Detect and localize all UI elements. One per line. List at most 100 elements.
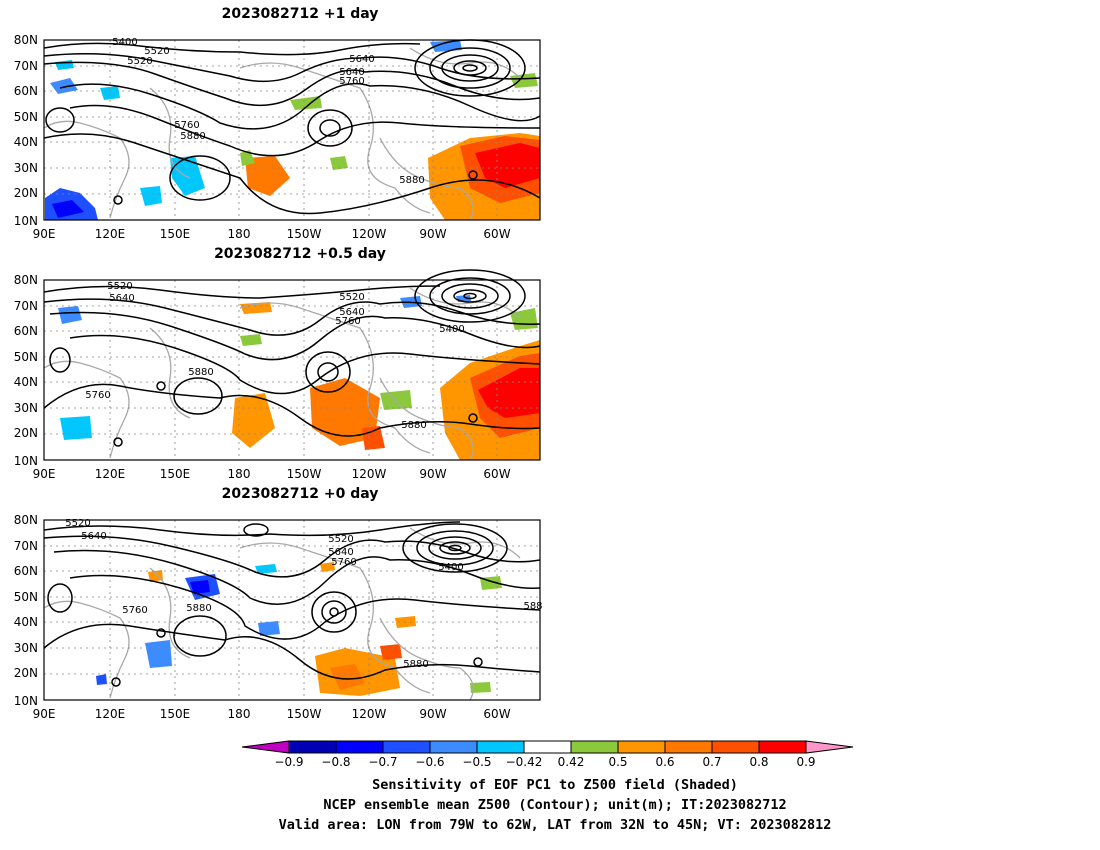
lon-label-90w: 90W bbox=[419, 707, 446, 721]
contour-labels: 5400 5520 5640 5520 5640 5760 5760 5880 … bbox=[112, 37, 424, 186]
map-panel-2: 80N 70N 60N 50N 40N 30N 20N 10N 90E 120E… bbox=[14, 269, 541, 481]
lon-tick-labels: 90E 120E 150E 180 150W 120W 90W 60W bbox=[33, 467, 511, 481]
contour-label: 5520 bbox=[107, 281, 132, 292]
lon-label-60w: 60W bbox=[483, 467, 510, 481]
lon-label-150e: 150E bbox=[160, 467, 191, 481]
lon-label-150e: 150E bbox=[160, 227, 191, 241]
coastlines bbox=[43, 527, 521, 701]
lat-label-10n: 10N bbox=[14, 214, 38, 228]
contour-label: 5640 bbox=[109, 293, 134, 304]
colorbar-swatch bbox=[476, 740, 525, 754]
lat-label-50n: 50N bbox=[14, 350, 38, 364]
colorbar-swatch bbox=[382, 740, 431, 754]
colorbar-swatch bbox=[288, 740, 337, 754]
lat-tick-labels: 80N 70N 60N 50N 40N 30N 20N 10N bbox=[14, 273, 38, 468]
contour-label: 5520 bbox=[127, 56, 152, 67]
map-frame bbox=[43, 279, 541, 461]
lon-tick-labels: 90E 120E 150E 180 150W 120W 90W 60W bbox=[33, 707, 511, 721]
lon-label-90e: 90E bbox=[33, 467, 56, 481]
lat-label-80n: 80N bbox=[14, 33, 38, 47]
shading-positive bbox=[240, 73, 540, 220]
colorbar-tick-label: 0.6 bbox=[655, 755, 674, 769]
lat-label-40n: 40N bbox=[14, 135, 38, 149]
contour-label: 5640 bbox=[339, 67, 364, 78]
contour-label: 5760 bbox=[122, 605, 147, 616]
lat-label-10n: 10N bbox=[14, 694, 38, 708]
contour-label: 5520 bbox=[339, 292, 364, 303]
colorbar-segments bbox=[241, 740, 854, 754]
colorbar-tick-label: −0.7 bbox=[368, 755, 397, 769]
lon-label-90e: 90E bbox=[33, 707, 56, 721]
colorbar-swatch bbox=[664, 740, 713, 754]
lat-label-30n: 30N bbox=[14, 401, 38, 415]
lon-label-180: 180 bbox=[228, 707, 251, 721]
colorbar-tick-label: −0.42 bbox=[506, 755, 543, 769]
lon-label-60w: 60W bbox=[483, 707, 510, 721]
lat-label-80n: 80N bbox=[14, 273, 38, 287]
caption-line-2: NCEP ensemble mean Z500 (Contour); unit(… bbox=[323, 797, 787, 813]
lat-label-60n: 60N bbox=[14, 84, 38, 98]
contour-label: 5400 bbox=[438, 562, 463, 573]
contour-label: 5520 bbox=[65, 518, 90, 529]
colorbar-swatch bbox=[335, 740, 384, 754]
lat-label-20n: 20N bbox=[14, 426, 38, 440]
contour-label: 5640 bbox=[349, 54, 374, 65]
colorbar-swatch bbox=[429, 740, 478, 754]
lat-label-70n: 70N bbox=[14, 539, 38, 553]
lon-label-150w: 150W bbox=[287, 467, 322, 481]
lat-label-70n: 70N bbox=[14, 299, 38, 313]
lat-label-70n: 70N bbox=[14, 59, 38, 73]
caption-line-3: Valid area: LON from 79W to 62W, LAT fro… bbox=[278, 817, 832, 833]
lon-label-90w: 90W bbox=[419, 467, 446, 481]
lat-label-40n: 40N bbox=[14, 615, 38, 629]
lat-label-30n: 30N bbox=[14, 641, 38, 655]
contour-label: 5520 bbox=[328, 534, 353, 545]
lon-label-150w: 150W bbox=[287, 227, 322, 241]
colorbar-tick-label: 0.9 bbox=[796, 755, 815, 769]
shading-positive bbox=[232, 302, 540, 460]
lat-label-50n: 50N bbox=[14, 110, 38, 124]
lat-label-40n: 40N bbox=[14, 375, 38, 389]
lat-label-20n: 20N bbox=[14, 186, 38, 200]
colorbar-tick-label: −0.6 bbox=[415, 755, 444, 769]
contour-labels: 5520 5640 5520 5640 5760 5400 5760 5880 … bbox=[65, 518, 542, 670]
lon-label-180: 180 bbox=[228, 467, 251, 481]
map-frame bbox=[43, 39, 541, 221]
contours bbox=[43, 269, 541, 447]
contour-label: 5400 bbox=[112, 37, 137, 48]
lat-label-60n: 60N bbox=[14, 564, 38, 578]
lon-label-150e: 150E bbox=[160, 707, 191, 721]
colorbar-tick-label: −0.5 bbox=[462, 755, 491, 769]
lat-label-30n: 30N bbox=[14, 161, 38, 175]
coastlines bbox=[43, 287, 521, 461]
lon-label-120e: 120E bbox=[95, 707, 126, 721]
colorbar-labels: −0.9 −0.8 −0.7 −0.6 −0.5 −0.42 0.42 0.5 0.6 0.7 0.… bbox=[274, 755, 815, 769]
lat-label-60n: 60N bbox=[14, 324, 38, 338]
lat-label-20n: 20N bbox=[14, 666, 38, 680]
colorbar-arrow-right bbox=[805, 740, 854, 754]
contour-label: 5880 bbox=[399, 175, 424, 186]
lon-label-60w: 60W bbox=[483, 227, 510, 241]
colorbar: −0.9 −0.8 −0.7 −0.6 −0.5 −0.42 0.42 0.5 0.6 0.7 0.… bbox=[241, 740, 854, 769]
contours bbox=[43, 39, 541, 215]
contour-label: 5640 bbox=[328, 547, 353, 558]
map-panel-1: 80N 70N 60N 50N 40N 30N 20N 10N 90E 120E… bbox=[14, 33, 541, 241]
colorbar-arrow-left bbox=[241, 740, 290, 754]
colorbar-swatch bbox=[570, 740, 619, 754]
lat-label-80n: 80N bbox=[14, 513, 38, 527]
caption-line-1: Sensitivity of EOF PC1 to Z500 field (Sh… bbox=[372, 777, 738, 793]
contour-labels: 5520 5640 5520 5640 5760 5400 5880 5760 … bbox=[85, 281, 464, 431]
colorbar-tick-label: −0.8 bbox=[321, 755, 350, 769]
contour-label: 5880 bbox=[188, 367, 213, 378]
lat-label-50n: 50N bbox=[14, 590, 38, 604]
contour-label: 5880 bbox=[401, 420, 426, 431]
contour-label: 5760 bbox=[339, 76, 364, 87]
map-panel-3: 80N 70N 60N 50N 40N 30N 20N 10N 90E 120E… bbox=[14, 513, 543, 721]
contour-label: 5760 bbox=[174, 120, 199, 131]
map-frame bbox=[43, 519, 541, 701]
colorbar-swatch bbox=[523, 740, 572, 754]
lon-label-120e: 120E bbox=[95, 467, 126, 481]
lon-tick-labels: 90E 120E 150E 180 150W 120W 90W 60W bbox=[33, 227, 511, 241]
contour-label: 5760 bbox=[335, 316, 360, 327]
lat-tick-labels: 80N 70N 60N 50N 40N 30N 20N 10N bbox=[14, 33, 38, 228]
